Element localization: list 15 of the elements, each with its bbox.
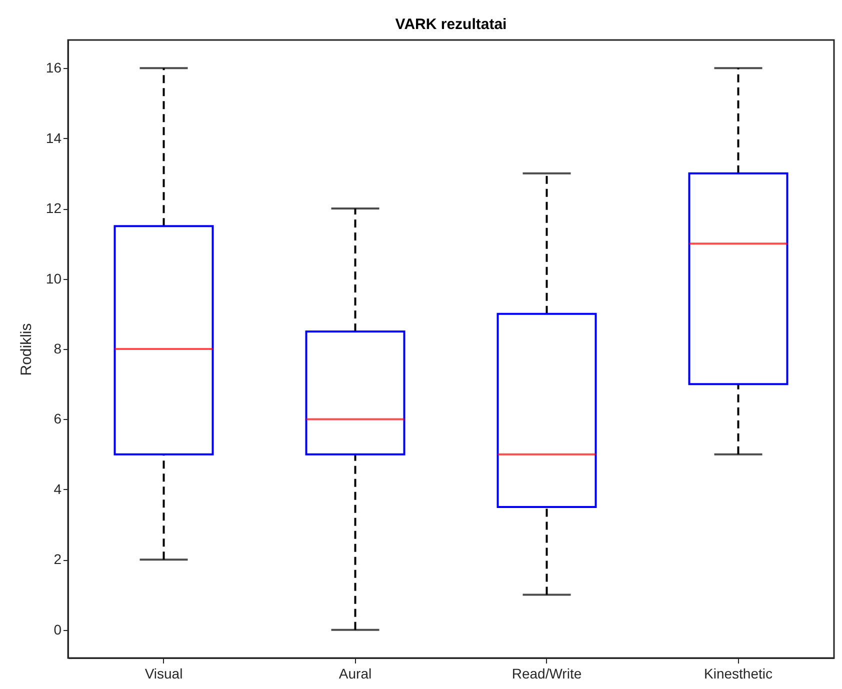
- chart-title: VARK rezultatai: [395, 16, 507, 33]
- x-tick-label: Aural: [338, 666, 372, 682]
- y-tick-label: 6: [54, 410, 62, 427]
- y-tick-label: 12: [46, 200, 62, 216]
- x-tick-label: Visual: [144, 666, 183, 682]
- y-tick-label: 2: [54, 551, 62, 568]
- y-tick-label: 14: [46, 130, 62, 146]
- x-tick-label: Read/Write: [512, 666, 582, 682]
- x-tick-label: Kinesthetic: [704, 666, 772, 682]
- y-tick-label: 8: [54, 340, 62, 356]
- y-tick-label: 4: [54, 480, 62, 497]
- y-axis-title: Rodiklis: [18, 323, 35, 376]
- y-tick-label: 10: [46, 270, 62, 286]
- y-tick-label: 16: [46, 60, 62, 76]
- y-tick-label: 0: [54, 621, 62, 638]
